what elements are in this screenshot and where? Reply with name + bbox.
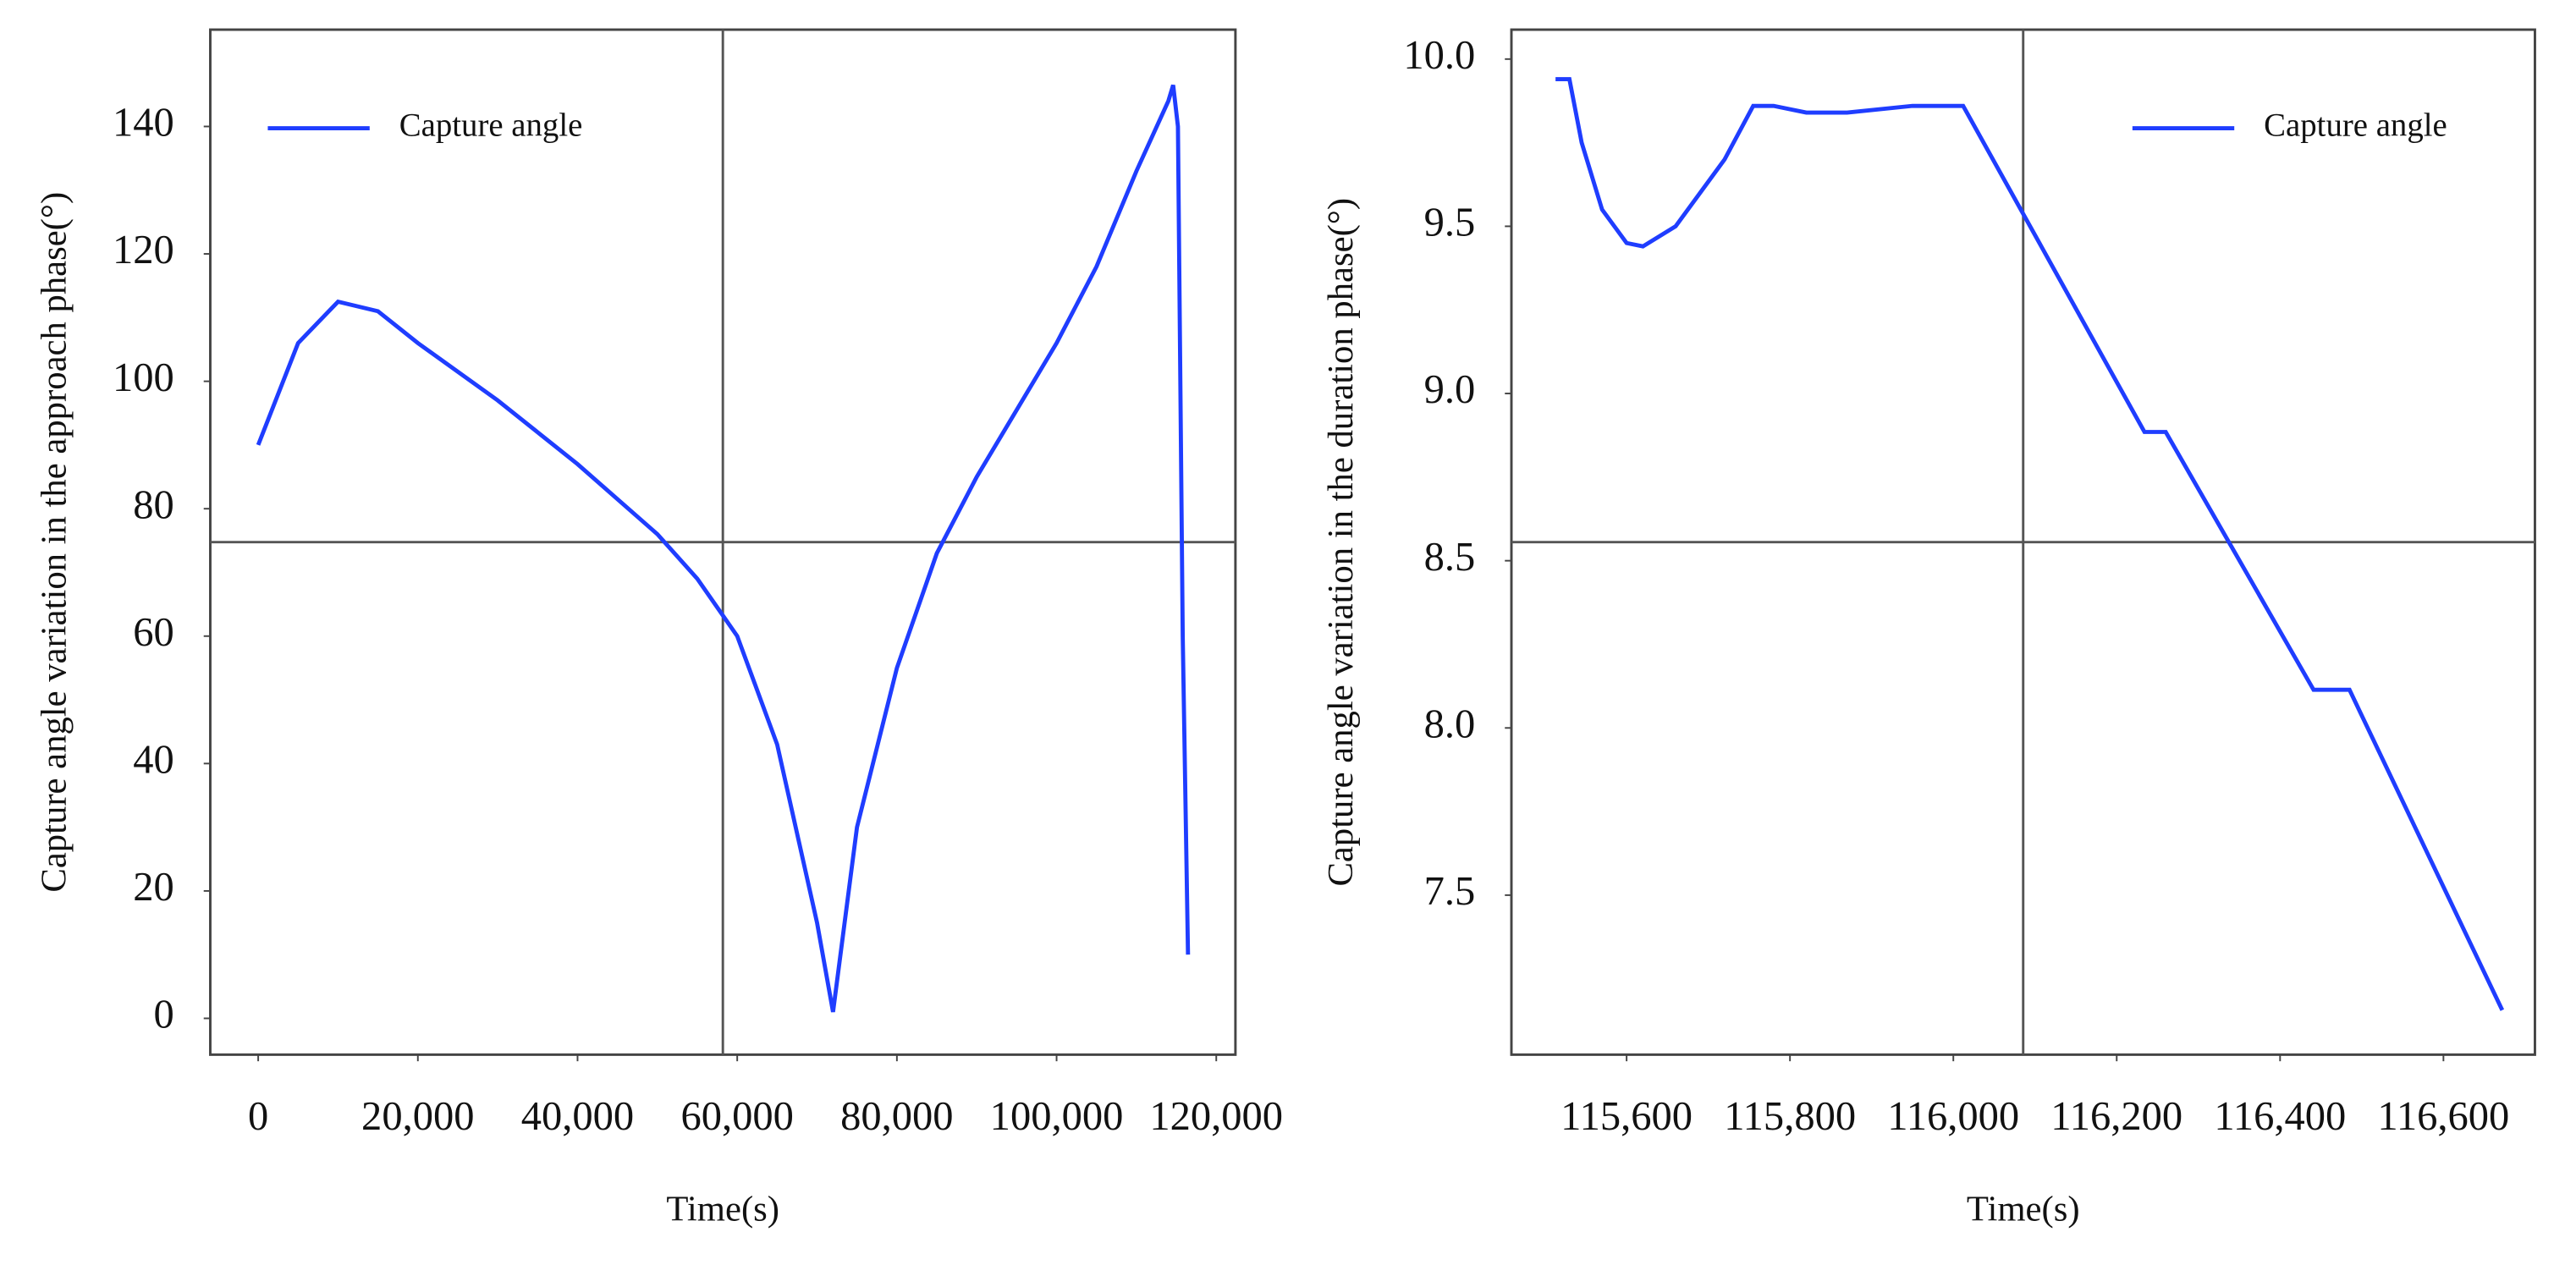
y-tick-label: 7.5 [1424,869,1476,914]
data-line [1555,77,2505,1011]
y-tick-label: 0 [154,993,174,1037]
legend-label: Capture angle [2264,107,2447,143]
x-tick-label: 116,400 [2214,1094,2346,1139]
x-tick-label: 100,000 [990,1094,1124,1139]
x-tick-label: 40,000 [521,1094,634,1139]
y-tick-label: 140 [113,101,174,146]
y-tick-label: 60 [133,610,174,655]
x-tick-label: 116,600 [2377,1094,2509,1139]
x-axis-label: Time(s) [1967,1190,2080,1229]
x-tick-label: 0 [248,1094,268,1139]
x-tick-label: 20,000 [361,1094,474,1139]
y-tick-label: 10.0 [1403,33,1475,78]
data-line [256,84,1191,1013]
y-tick-label: 40 [133,737,174,782]
legend-label: Capture angle [399,107,583,143]
y-tick-label: 120 [113,228,174,272]
x-axis-label: Time(s) [666,1190,779,1229]
x-tick-label: 60,000 [680,1094,793,1139]
y-tick-label: 9.0 [1424,367,1476,412]
x-tick-label: 115,800 [1724,1094,1856,1139]
y-tick-label: 8.5 [1424,535,1476,580]
y-axis-label: Capture angle variation in the approach … [35,192,74,893]
y-tick-label: 8.0 [1424,701,1476,746]
y-axis-label: Capture angle variation in the duration … [1321,198,1361,887]
y-tick-label: 9.5 [1424,201,1476,245]
y-tick-label: 80 [133,482,174,527]
x-tick-label: 80,000 [840,1094,953,1139]
x-tick-label: 116,200 [2050,1094,2182,1139]
x-tick-label: 116,000 [1887,1094,2019,1139]
y-tick-label: 20 [133,865,174,910]
x-tick-label: 115,600 [1560,1094,1693,1139]
y-tick-label: 100 [113,355,174,400]
x-tick-label: 120,000 [1149,1094,1283,1139]
